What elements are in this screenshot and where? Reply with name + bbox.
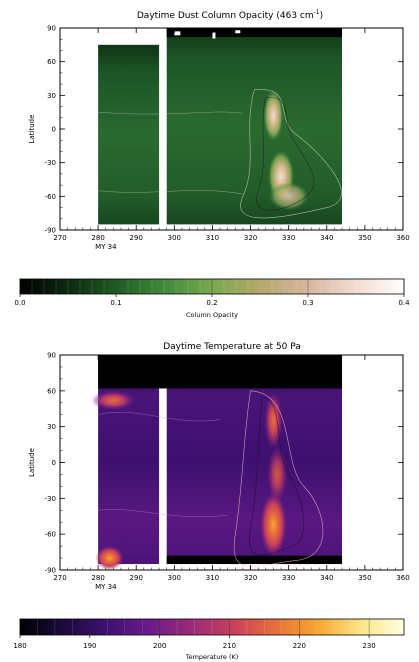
x-tick-label: 340 <box>320 574 333 582</box>
x-tick-label: 280 <box>91 574 104 582</box>
chart-1-missing-cell <box>136 30 141 34</box>
chart-2-data-region-right <box>166 355 343 565</box>
chart-1-title: Daytime Dust Column Opacity (463 cm-1) <box>137 9 323 21</box>
x-tick-label: 320 <box>244 574 257 582</box>
colorbar-tick-label: 0.2 <box>206 299 217 307</box>
y-tick-label: 60 <box>47 58 56 66</box>
y-tick-label: 30 <box>47 92 56 100</box>
x-tick-label: 270 <box>53 234 66 242</box>
chart-1-dust-plume-tail <box>268 182 309 211</box>
chart-2-warm-plume-south <box>260 492 287 557</box>
colorbar-tick-label: 0.3 <box>302 299 313 307</box>
chart-2-field <box>91 355 343 570</box>
x-tick-label: 310 <box>206 574 219 582</box>
chart-1-dust-plume-north <box>263 89 284 142</box>
x-tick-label: 350 <box>358 234 371 242</box>
y-tick-label: 30 <box>47 423 56 431</box>
dust-opacity-chart: Daytime Dust Column Opacity (463 cm-1) 2… <box>14 9 410 319</box>
y-tick-label: 60 <box>47 387 56 395</box>
chart-1-missing-cell <box>212 32 216 39</box>
chart-2-axes: 270 280 290 300 310 320 330 340 350 3609060300-30… <box>45 352 410 583</box>
x-tick-label: 330 <box>282 574 295 582</box>
chart-1-ylabel: Latitude <box>28 115 36 144</box>
x-tick-label: 320 <box>244 234 257 242</box>
chart-2-polar-night-south <box>166 555 343 565</box>
x-tick-label: 360 <box>396 574 409 582</box>
y-tick-label: 0 <box>52 126 56 134</box>
x-tick-label: 330 <box>282 234 295 242</box>
chart-1-colorbar: 0.0 0.1 0.2 0.3 0.4 Column Opacity <box>14 278 410 319</box>
x-tick-label: 280 <box>91 234 104 242</box>
chart-2-warm-region-northwest <box>91 390 136 411</box>
colorbar-tick-label: 230 <box>362 642 375 650</box>
chart-1-north-mask <box>166 28 343 37</box>
chart-2-warm-region-southwest <box>95 546 124 570</box>
chart-2-contour-band <box>98 412 228 518</box>
chart-2-contour-inner <box>249 396 305 556</box>
chart-2-colorbar-ticks: 180 190 200 210 220 230 <box>13 619 387 650</box>
y-tick-label: 90 <box>47 25 56 33</box>
chart-2-warm-plume-mid <box>267 446 288 503</box>
colorbar-tick-label: 220 <box>293 642 306 650</box>
x-tick-label: 270 <box>53 574 66 582</box>
x-tick-label: 300 <box>168 574 181 582</box>
chart-1-field <box>98 28 343 225</box>
chart-1-missing-cell <box>174 31 181 36</box>
y-tick-label: -60 <box>45 193 56 201</box>
chart-2-my-label: MY 34 <box>95 583 117 591</box>
chart-1-colorbar-ticks: 0.0 0.1 0.2 0.3 0.4 <box>14 279 410 307</box>
y-tick-label: -30 <box>45 159 56 167</box>
chart-1-missing-cell <box>235 30 241 34</box>
chart-1-contour-outer <box>240 89 342 219</box>
chart-1-colorbar-label: Column Opacity <box>186 311 238 319</box>
x-tick-label: 310 <box>206 234 219 242</box>
chart-1-data-region-left <box>98 44 160 225</box>
colorbar-tick-label: 210 <box>223 642 236 650</box>
colorbar-tick-label: 0.0 <box>14 299 25 307</box>
x-tick-label: 360 <box>396 234 409 242</box>
chart-1-data-region-right <box>166 28 343 225</box>
x-tick-label: 300 <box>168 234 181 242</box>
chart-2-title: Daytime Temperature at 50 Pa <box>163 342 301 352</box>
x-tick-label: 340 <box>320 234 333 242</box>
x-tick-label: 350 <box>358 574 371 582</box>
chart-2-colorbar: 180 190 200 210 220 230 Temperature (K) <box>13 618 405 661</box>
chart-1-axes: 270 280 290 300 310 320 330 340 350 3609060300-30… <box>45 25 410 243</box>
colorbar-tick-label: 0.4 <box>398 299 410 307</box>
temperature-chart: Daytime Temperature at 50 Pa 270 280 290 30… <box>13 342 409 661</box>
colorbar-tick-label: 180 <box>13 642 26 650</box>
y-tick-label: -30 <box>45 495 56 503</box>
chart-2-colorbar-label: Temperature (K) <box>185 653 239 661</box>
chart-1-my-label: MY 34 <box>95 243 117 251</box>
chart-2-contour-outer <box>233 390 324 567</box>
colorbar-tick-label: 200 <box>153 642 166 650</box>
y-tick-label: -90 <box>45 227 56 235</box>
colorbar-tick-label: 0.1 <box>110 299 121 307</box>
chart-2-warm-plume-north <box>264 392 283 449</box>
chart-2-polar-night-north <box>98 355 343 389</box>
y-tick-label: 0 <box>52 459 56 467</box>
chart-2-ylabel: Latitude <box>28 448 36 477</box>
x-tick-label: 290 <box>130 234 143 242</box>
y-tick-label: -90 <box>45 567 56 575</box>
colorbar-tick-label: 190 <box>83 642 96 650</box>
y-tick-label: -60 <box>45 531 56 539</box>
y-tick-label: 90 <box>47 352 56 360</box>
chart-2-data-region-left <box>98 355 160 565</box>
chart-1-contour-band <box>98 111 243 195</box>
x-tick-label: 290 <box>130 574 143 582</box>
chart-1-contour-inner <box>256 97 315 211</box>
